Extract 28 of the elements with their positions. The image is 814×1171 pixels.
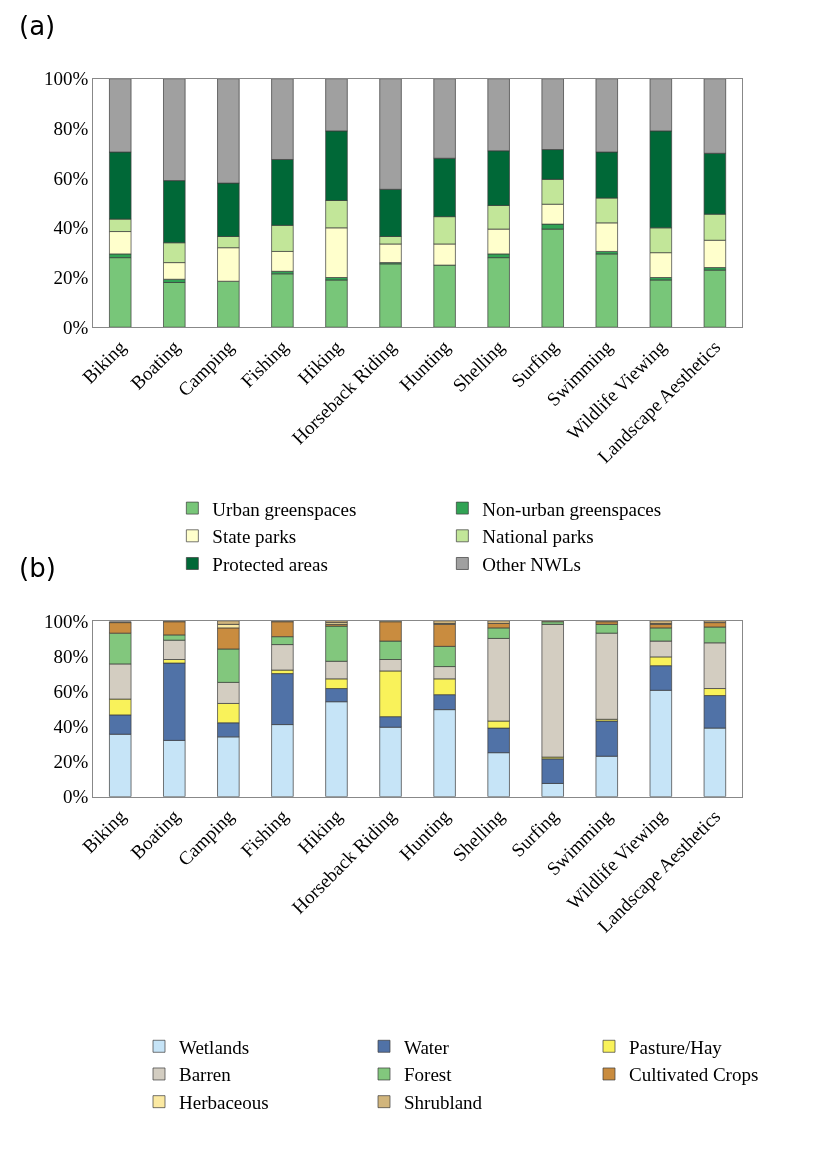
legend-label: Urban greenspaces (212, 498, 357, 520)
legend-label: Barren (179, 1064, 232, 1086)
y-tick-label: 60% (53, 680, 89, 702)
legend-label: Shrubland (404, 1092, 483, 1114)
legend-label: Other NWLs (482, 553, 582, 575)
y-tick-label: 60% (53, 167, 89, 189)
chart-title: (a) (19, 11, 56, 41)
y-tick-label: 80% (53, 118, 89, 140)
legend-label: Water (404, 1036, 450, 1058)
y-tick-label: 20% (53, 267, 89, 289)
legend-label: Forest (404, 1064, 453, 1086)
y-tick-label: 80% (53, 645, 89, 667)
y-tick-label: 40% (53, 217, 89, 239)
legend-label: Herbaceous (179, 1092, 269, 1114)
legend-label: Pasture/Hay (629, 1036, 723, 1058)
legend-label: Wetlands (179, 1036, 250, 1058)
legend-label: Protected areas (212, 553, 328, 575)
legend-label: National parks (482, 526, 594, 548)
y-tick-label: 100% (44, 68, 89, 90)
legend-label: Non-urban greenspaces (482, 498, 662, 520)
y-tick-label: 40% (53, 715, 89, 737)
y-tick-label: 0% (63, 316, 89, 338)
legend-label: Cultivated Crops (629, 1064, 759, 1086)
legend-label: State parks (212, 526, 297, 548)
y-tick-label: 0% (63, 786, 89, 808)
chart-title: (b) (19, 553, 56, 583)
y-tick-label: 100% (44, 610, 89, 632)
y-tick-label: 20% (53, 751, 89, 773)
